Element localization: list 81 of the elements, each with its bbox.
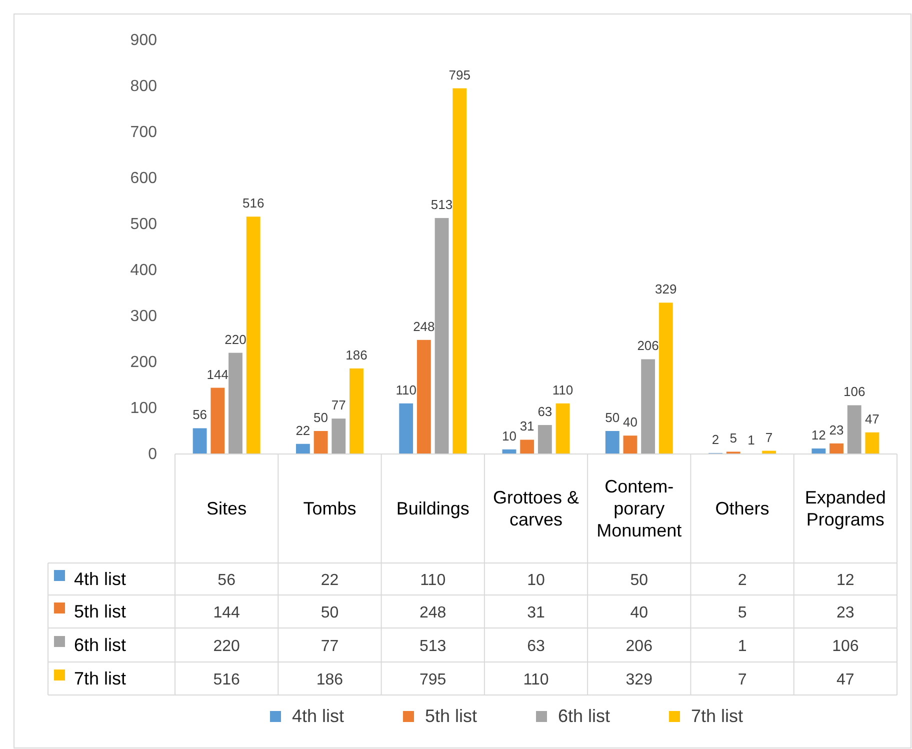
annotation: 206 xyxy=(637,338,659,354)
data-label: 516 xyxy=(213,672,240,688)
annotation: 56 xyxy=(192,407,208,422)
data-label: 50 xyxy=(320,604,339,622)
annotation: 40 xyxy=(622,414,638,430)
legend-label: 5th list xyxy=(74,602,126,622)
data-label: 40 xyxy=(630,604,648,622)
y-tick-label: 300 xyxy=(130,308,158,326)
annotation: 50 xyxy=(605,410,620,425)
data-label: 12 xyxy=(836,572,854,589)
data-label: 106 xyxy=(832,638,859,655)
data-label: 144 xyxy=(213,604,240,622)
x-tick-label: Tombs xyxy=(303,498,356,518)
data-label: 22 xyxy=(320,572,339,589)
annotation: 220 xyxy=(224,332,246,347)
data-label: 220 xyxy=(213,638,240,655)
annotation: 47 xyxy=(864,411,880,426)
y-tick-label: 500 xyxy=(130,216,158,234)
data-label: 50 xyxy=(630,572,648,589)
annotation: 77 xyxy=(331,398,346,413)
data-label: 329 xyxy=(626,672,653,688)
annotation: 144 xyxy=(206,366,228,382)
x-tick-label: Sites xyxy=(206,498,247,518)
annotation: 186 xyxy=(346,347,368,362)
annotation: 1 xyxy=(748,432,755,448)
x-tick-label: Others xyxy=(715,498,770,518)
data-label: 5 xyxy=(738,604,747,622)
data-label: 1 xyxy=(738,638,747,655)
annotation: 2 xyxy=(712,432,720,448)
annotation: 248 xyxy=(413,318,435,334)
annotation: 513 xyxy=(430,197,453,212)
text: 7th list xyxy=(691,706,744,726)
annotation: 106 xyxy=(844,384,866,400)
data-label: 186 xyxy=(316,672,344,688)
data-label: 110 xyxy=(523,672,549,688)
data-label: 110 xyxy=(420,572,446,589)
y-tick-label: 400 xyxy=(130,262,158,280)
y-tick-label: 100 xyxy=(130,400,158,418)
text: 6th list xyxy=(558,706,610,726)
annotation: 12 xyxy=(811,427,826,442)
y-tick-label: 600 xyxy=(130,170,158,188)
data-label: 56 xyxy=(218,572,236,589)
data-label: 63 xyxy=(527,638,545,655)
text: 4th list xyxy=(292,706,344,726)
x-tick-label: Expanded Programs xyxy=(804,488,886,530)
annotation: 516 xyxy=(242,196,264,211)
annotation: 110 xyxy=(396,382,416,398)
annotation: 50 xyxy=(314,410,328,425)
annotation: 10 xyxy=(502,428,516,444)
annotation: 23 xyxy=(829,422,844,438)
y-tick-label: 700 xyxy=(130,124,158,142)
data-label: 31 xyxy=(527,604,545,622)
x-tick-label: Grottoes & carves xyxy=(492,488,580,530)
legend-label: 7th list xyxy=(74,668,126,688)
y-tick-label: 0 xyxy=(148,446,158,464)
annotation: 795 xyxy=(448,67,470,82)
data-label: 23 xyxy=(836,604,854,622)
data-label: 248 xyxy=(420,604,446,622)
text: 5th list xyxy=(425,706,478,726)
data-label: 206 xyxy=(626,638,653,655)
annotation: 110 xyxy=(552,382,574,398)
data-label: 77 xyxy=(320,638,339,655)
annotation: 63 xyxy=(538,404,552,420)
legend-label: 6th list xyxy=(74,635,126,655)
legend-label: 4th list xyxy=(74,569,126,589)
annotation: 329 xyxy=(655,282,677,297)
data-label: 10 xyxy=(527,572,545,589)
data-label: 513 xyxy=(420,638,446,655)
y-tick-label: 900 xyxy=(130,32,158,50)
annotation: 5 xyxy=(730,430,737,446)
annotation: 31 xyxy=(520,418,534,434)
data-label: 795 xyxy=(420,672,446,688)
data-label: 7 xyxy=(738,672,747,688)
y-tick-label: 200 xyxy=(130,354,158,372)
annotation: 22 xyxy=(296,422,310,438)
annotation: 7 xyxy=(765,430,773,445)
x-tick-label: Contem-porary Monument xyxy=(596,476,682,540)
data-label: 47 xyxy=(836,672,854,688)
data-label: 2 xyxy=(738,572,747,589)
x-tick-label: Buildings xyxy=(396,498,470,518)
y-tick-label: 800 xyxy=(130,78,158,96)
